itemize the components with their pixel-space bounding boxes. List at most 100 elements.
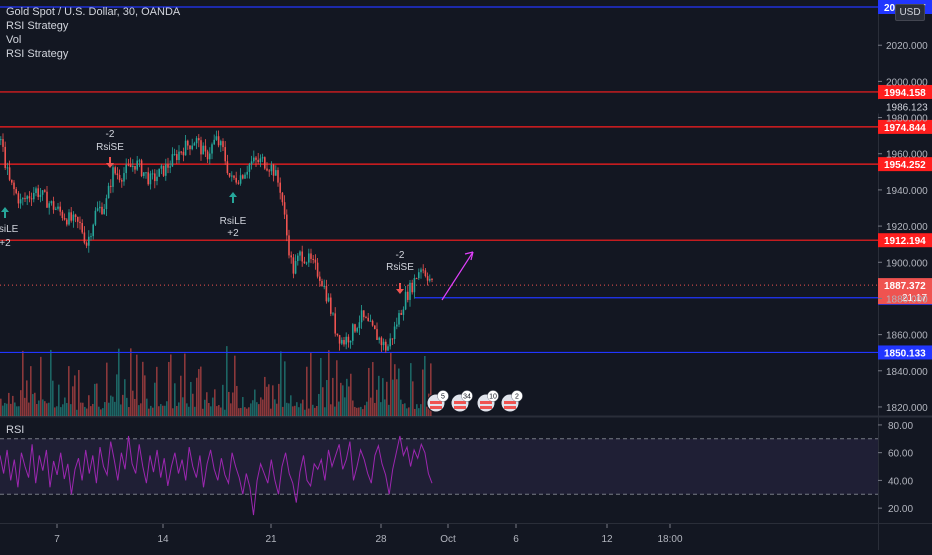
volume-bar — [64, 397, 66, 416]
volume-bar — [170, 354, 172, 416]
symbol-title: Gold Spot / U.S. Dollar, 30, OANDA — [6, 6, 181, 18]
candle-body — [286, 214, 288, 236]
volume-bar — [224, 409, 226, 416]
volume-bar — [372, 362, 374, 416]
economic-event-flag[interactable]: 2 — [500, 390, 523, 413]
signal-label: RsiLE — [0, 224, 19, 235]
projection-arrow-line[interactable] — [441, 251, 474, 301]
candle-body — [147, 172, 149, 185]
candle-body — [160, 165, 163, 169]
candle-body — [239, 175, 242, 184]
candle-body — [57, 206, 59, 209]
candle-body — [4, 146, 6, 168]
volume-bar — [94, 383, 96, 416]
volume-bar — [410, 363, 412, 416]
event-flag-stripe — [504, 401, 516, 404]
volume-bar — [22, 350, 24, 416]
volume-bar — [256, 402, 258, 416]
volume-bar — [96, 383, 98, 416]
candle-body — [411, 282, 413, 293]
volume-bar — [242, 397, 244, 416]
candle-body — [246, 171, 248, 175]
candle-body — [341, 340, 343, 344]
volume-bar — [50, 349, 52, 416]
price-tick-label: 1900.000 — [886, 258, 928, 269]
currency-selector[interactable]: USD — [895, 4, 925, 21]
level-price-tag — [878, 233, 932, 248]
volume-bar — [380, 402, 382, 416]
indicator-rsi-strategy-2[interactable]: RSI Strategy — [6, 48, 69, 60]
volume-bar — [260, 397, 262, 416]
economic-event-flag[interactable]: 5 — [426, 390, 449, 413]
candle-body — [283, 202, 286, 215]
volume-bar — [138, 405, 140, 416]
candle-body — [228, 173, 231, 177]
economic-event-flag[interactable]: 34 — [450, 390, 473, 413]
candle-body — [143, 172, 145, 176]
candle-body — [13, 182, 15, 190]
volume-bar — [376, 389, 378, 416]
volume-bar — [88, 395, 90, 416]
candle-body — [70, 212, 72, 221]
volume-bar — [74, 375, 76, 416]
volume-bar — [148, 408, 150, 416]
candle-body — [63, 218, 66, 220]
volume-bar — [264, 376, 266, 416]
candle-body — [182, 151, 185, 156]
candle-body — [424, 270, 427, 277]
candle-body — [305, 262, 308, 264]
volume-bar — [238, 408, 240, 416]
time-tick-label: 18:00 — [657, 534, 682, 545]
candle-body — [266, 168, 268, 171]
volume-bar — [20, 390, 22, 416]
volume-bar — [132, 390, 134, 416]
volume-bar — [292, 406, 294, 416]
candle-body — [200, 140, 202, 155]
candle-body — [154, 173, 156, 182]
economic-event-flag[interactable]: 10 — [476, 390, 499, 413]
indicator-rsi-strategy[interactable]: RSI Strategy — [6, 20, 69, 32]
volume-bar — [58, 384, 60, 416]
volume-bar — [122, 394, 124, 416]
volume-bar — [188, 406, 190, 416]
candle-body — [8, 167, 11, 180]
level-price-tag — [878, 345, 932, 360]
candle-body — [398, 313, 400, 325]
volume-bar — [346, 378, 348, 416]
level-price-label: 1850.133 — [884, 348, 926, 359]
candle-body — [347, 336, 350, 343]
candle-body — [206, 151, 209, 160]
volume-bar — [332, 377, 334, 416]
last-price-label: 1887.372 — [884, 281, 926, 292]
volume-bar — [368, 367, 370, 416]
volume-bar — [326, 380, 328, 416]
volume-bar — [300, 403, 302, 416]
event-count-label: 34 — [463, 394, 471, 401]
event-flag-stripe — [430, 406, 442, 409]
volume-bar — [40, 356, 42, 416]
volume-bar — [258, 404, 260, 416]
volume-bar — [174, 383, 176, 416]
volume-bar — [270, 408, 272, 416]
event-count-label: 2 — [515, 394, 519, 401]
volume-bar — [364, 405, 366, 416]
indicator-volume[interactable]: Vol — [6, 34, 22, 46]
candle-body — [275, 170, 277, 176]
candle-body — [50, 201, 53, 204]
volume-bar — [176, 405, 178, 416]
candle-body — [255, 157, 257, 160]
candle-body — [308, 253, 310, 263]
candle-body — [235, 177, 237, 183]
volume-bar — [192, 393, 194, 416]
volume-bar — [418, 408, 420, 416]
volume-bar — [38, 400, 40, 416]
volume-bar — [298, 407, 300, 416]
candle-body — [270, 164, 273, 172]
volume-bar — [262, 399, 264, 416]
candle-body — [66, 219, 68, 225]
volume-bar — [210, 406, 212, 416]
candle-body — [213, 139, 215, 145]
candle-body — [68, 212, 70, 225]
